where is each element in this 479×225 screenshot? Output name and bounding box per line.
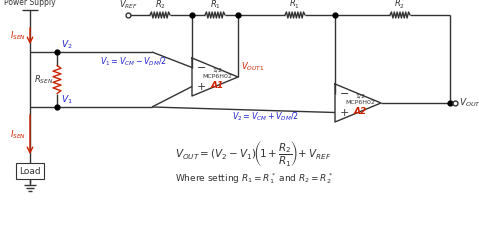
Text: $R_{SEN}$: $R_{SEN}$ xyxy=(34,73,53,86)
Text: 1/2: 1/2 xyxy=(355,94,365,99)
Text: $R_2^*$: $R_2^*$ xyxy=(394,0,406,11)
Text: $V_{OUT}$: $V_{OUT}$ xyxy=(459,97,479,109)
Text: +: + xyxy=(340,108,349,117)
Text: MCP6H02: MCP6H02 xyxy=(345,99,375,104)
Text: Load: Load xyxy=(19,166,41,176)
Text: Power Supply: Power Supply xyxy=(4,0,56,7)
Text: $R_2$: $R_2$ xyxy=(155,0,165,11)
Text: −: − xyxy=(340,88,349,99)
Text: MCP6H02: MCP6H02 xyxy=(202,74,232,79)
Text: $V_{OUT} = (V_2-V_1)\!\left(\!1+\dfrac{R_2}{R_1}\!\right)\!+V_{REF}$: $V_{OUT} = (V_2-V_1)\!\left(\!1+\dfrac{R… xyxy=(175,139,331,167)
Text: $I_{SEN}$: $I_{SEN}$ xyxy=(10,30,26,42)
Text: $R_1^*$: $R_1^*$ xyxy=(289,0,301,11)
FancyBboxPatch shape xyxy=(16,163,44,179)
Text: A1: A1 xyxy=(211,81,224,90)
Text: $V_1$: $V_1$ xyxy=(61,94,73,106)
Text: −: − xyxy=(197,63,206,72)
Text: Where setting $R_1 = R_1^*$ and $R_2 = R_2^*$: Where setting $R_1 = R_1^*$ and $R_2 = R… xyxy=(175,171,333,187)
Text: $V_{REF}$: $V_{REF}$ xyxy=(118,0,137,11)
Text: A2: A2 xyxy=(354,108,367,117)
Text: 1/2: 1/2 xyxy=(212,68,222,72)
Text: $V_1 = V_{CM} - V_{DM}/2$: $V_1 = V_{CM} - V_{DM}/2$ xyxy=(100,56,167,68)
Text: $V_{OUT1}$: $V_{OUT1}$ xyxy=(241,61,264,73)
Text: $V_2 = V_{CM} + V_{DM}/2$: $V_2 = V_{CM} + V_{DM}/2$ xyxy=(232,111,299,123)
Text: $I_{SEN}$: $I_{SEN}$ xyxy=(10,128,26,141)
Text: $V_2$: $V_2$ xyxy=(61,38,72,51)
Text: $R_1$: $R_1$ xyxy=(209,0,220,11)
Text: +: + xyxy=(197,81,206,92)
